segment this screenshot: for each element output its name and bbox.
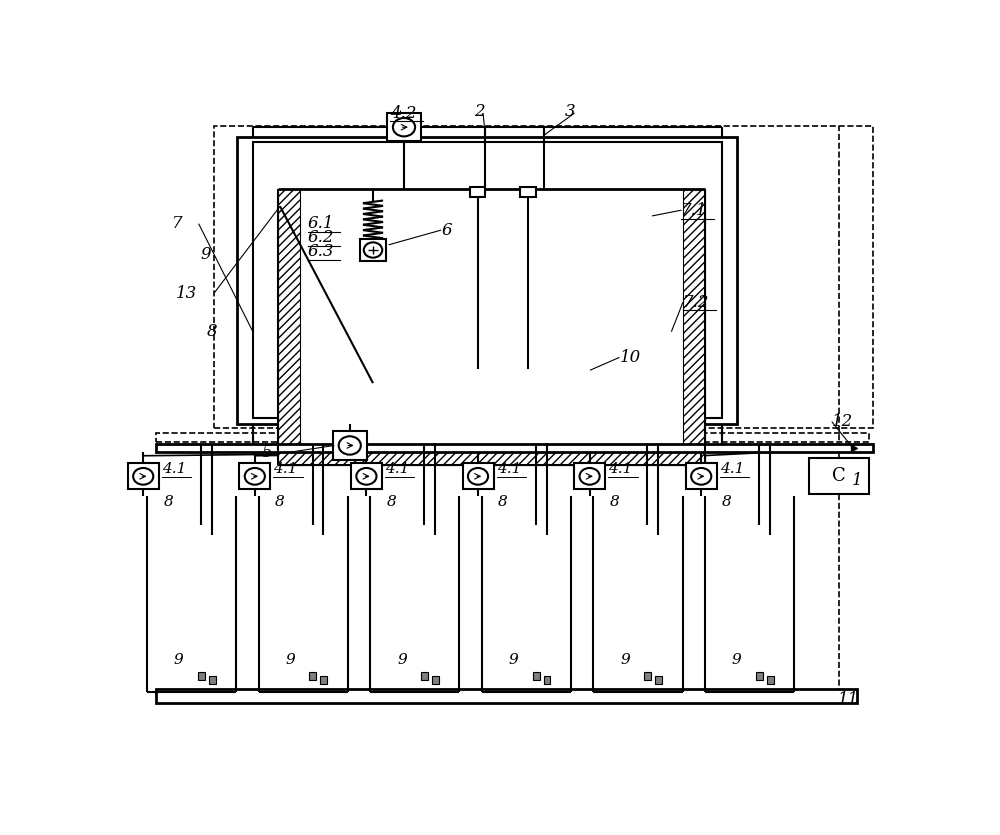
Text: 7.1: 7.1 <box>681 201 708 219</box>
Bar <box>809 458 869 493</box>
Circle shape <box>133 468 153 484</box>
Bar <box>156 444 873 452</box>
Bar <box>574 463 605 489</box>
Bar <box>209 676 216 684</box>
Bar <box>253 142 722 418</box>
Bar <box>387 113 421 141</box>
Bar <box>156 433 869 443</box>
Text: 7: 7 <box>172 215 182 232</box>
Text: 3: 3 <box>565 104 576 120</box>
Text: 5: 5 <box>261 444 272 461</box>
Text: 13: 13 <box>175 285 197 301</box>
Circle shape <box>245 468 265 484</box>
Text: 4.2: 4.2 <box>390 104 417 122</box>
Text: 4.1: 4.1 <box>720 462 744 476</box>
Text: 9: 9 <box>732 653 742 666</box>
Circle shape <box>364 242 382 258</box>
Bar <box>644 672 651 680</box>
Circle shape <box>339 436 361 455</box>
Text: 6.3: 6.3 <box>308 244 334 261</box>
Text: 8: 8 <box>387 495 396 509</box>
Text: 4.1: 4.1 <box>273 462 298 476</box>
Text: 8: 8 <box>721 495 731 509</box>
Bar <box>683 189 705 465</box>
Text: 8: 8 <box>207 323 218 340</box>
Text: 7.2: 7.2 <box>683 294 710 311</box>
Bar <box>300 189 683 448</box>
Text: C: C <box>832 467 846 485</box>
Text: 9: 9 <box>620 653 630 666</box>
Text: 8: 8 <box>275 495 285 509</box>
Text: 6.1: 6.1 <box>308 215 334 232</box>
Bar <box>767 676 774 684</box>
Text: 10: 10 <box>619 349 641 366</box>
Circle shape <box>356 468 376 484</box>
Text: 4.1: 4.1 <box>162 462 186 476</box>
Text: 6: 6 <box>441 221 452 239</box>
Text: 4.1: 4.1 <box>385 462 409 476</box>
Bar <box>128 463 159 489</box>
Text: 6.2: 6.2 <box>308 230 334 246</box>
Bar <box>533 672 540 680</box>
Circle shape <box>393 118 415 136</box>
Text: 4.1: 4.1 <box>608 462 633 476</box>
Bar <box>320 676 327 684</box>
Bar <box>278 448 705 465</box>
Bar <box>520 187 536 197</box>
Bar <box>655 676 662 684</box>
Bar <box>470 187 485 197</box>
Text: 9: 9 <box>201 246 212 263</box>
Text: 4.1: 4.1 <box>497 462 521 476</box>
Bar <box>463 463 494 489</box>
Text: 9: 9 <box>174 653 184 666</box>
Text: 8: 8 <box>610 495 620 509</box>
Circle shape <box>580 468 600 484</box>
Text: 9: 9 <box>509 653 518 666</box>
Bar <box>360 239 386 261</box>
Bar <box>756 672 763 680</box>
Bar <box>239 463 270 489</box>
Bar <box>544 676 550 684</box>
Circle shape <box>691 468 711 484</box>
Bar <box>686 463 717 489</box>
Bar <box>432 676 439 684</box>
Text: 11: 11 <box>838 691 859 708</box>
Text: 2: 2 <box>474 104 484 120</box>
Bar <box>214 126 873 428</box>
Bar <box>156 689 857 703</box>
Text: 9: 9 <box>285 653 295 666</box>
Text: 8: 8 <box>163 495 173 509</box>
Bar <box>309 672 316 680</box>
Bar <box>198 672 205 680</box>
Bar <box>333 432 367 459</box>
Text: 9: 9 <box>397 653 407 666</box>
Bar <box>351 463 382 489</box>
Text: 8: 8 <box>498 495 508 509</box>
Text: 12: 12 <box>832 413 853 430</box>
Bar <box>278 189 300 465</box>
Bar <box>237 137 737 423</box>
Text: 1: 1 <box>852 473 863 489</box>
Circle shape <box>468 468 488 484</box>
Bar <box>421 672 428 680</box>
